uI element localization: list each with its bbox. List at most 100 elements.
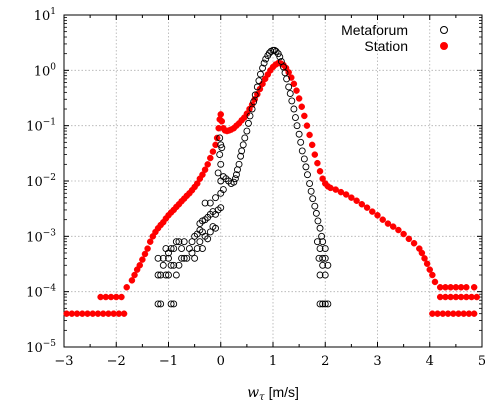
data-point-metaforum [170, 245, 178, 253]
data-point-metaforum [170, 300, 178, 308]
data-point-station [410, 239, 418, 247]
data-point-metaforum [239, 141, 247, 149]
data-point-metaforum [298, 147, 306, 155]
data-point-station [423, 260, 431, 267]
data-point-station [301, 112, 308, 120]
data-point-metaforum [180, 254, 188, 262]
data-point-metaforum [206, 199, 214, 207]
data-point-metaforum [290, 105, 298, 113]
data-point-station [141, 250, 149, 258]
data-point-station [209, 148, 217, 155]
data-point-metaforum [191, 254, 199, 262]
grid-lines [64, 15, 482, 347]
y-tick-base: 10 [26, 175, 43, 190]
data-point-metaforum [159, 254, 167, 262]
data-point-metaforum [244, 119, 252, 127]
data-point-station [463, 284, 470, 291]
x-tick-label: 2 [321, 354, 329, 369]
data-point-station [316, 168, 324, 175]
data-point-metaforum [319, 261, 327, 269]
data-point-metaforum [316, 271, 324, 279]
data-point-station [431, 278, 439, 286]
data-point-metaforum [251, 91, 259, 99]
y-tick-exponent: −5 [43, 339, 57, 349]
legend-label-station: Station [364, 38, 408, 54]
data-point-metaforum [167, 245, 175, 253]
data-point-station [293, 87, 300, 94]
data-point-metaforum [178, 254, 186, 262]
data-point-metaforum [157, 271, 165, 279]
y-tick-label: 101 [34, 7, 56, 24]
data-point-metaforum [201, 199, 209, 207]
data-point-station [426, 266, 433, 273]
x-tick-label: 0 [217, 354, 225, 369]
data-point-metaforum [235, 160, 243, 168]
data-point-station [363, 204, 371, 211]
data-point-metaforum [188, 249, 196, 257]
data-point-metaforum [243, 127, 251, 135]
data-point-station [308, 141, 316, 149]
data-point-metaforum [262, 55, 270, 63]
data-point-metaforum [321, 245, 329, 253]
data-point-metaforum [324, 261, 332, 269]
data-point-metaforum [306, 180, 314, 187]
data-point-metaforum [170, 261, 178, 269]
x-axis-unit: [m/s] [269, 384, 299, 400]
data-point-metaforum [293, 122, 301, 130]
data-point-metaforum [250, 98, 258, 106]
data-point-metaforum [300, 155, 308, 163]
data-point-metaforum [167, 261, 175, 269]
data-point-metaforum [316, 300, 324, 308]
x-tick-label: 4 [426, 354, 434, 369]
data-point-metaforum [319, 254, 327, 262]
data-point-metaforum [172, 271, 180, 279]
data-point-station [389, 223, 397, 230]
y-tick-exponent: −2 [43, 173, 56, 183]
y-tick-exponent: −3 [43, 228, 57, 238]
y-tick-base: 10 [34, 9, 51, 24]
x-tick-label: 1 [269, 354, 277, 369]
data-point-metaforum [321, 300, 329, 308]
x-tick-label: 5 [478, 354, 485, 369]
data-point-station [217, 111, 224, 118]
y-tick-base: 10 [34, 64, 51, 79]
data-point-station [207, 154, 214, 162]
data-point-metaforum [246, 112, 254, 120]
data-point-metaforum [272, 47, 280, 55]
y-tick-base: 10 [26, 286, 43, 301]
data-point-metaforum [307, 187, 315, 195]
data-point-station [353, 197, 360, 204]
data-point-metaforum [292, 114, 299, 122]
data-point-station [298, 103, 305, 110]
data-point-metaforum [218, 144, 226, 152]
y-tick-exponent: −1 [43, 118, 56, 128]
data-point-station [314, 159, 321, 167]
series-station [63, 59, 481, 317]
data-point-metaforum [253, 83, 261, 91]
data-point-station [470, 310, 478, 317]
data-point-metaforum [230, 178, 238, 186]
data-point-metaforum [217, 204, 225, 212]
data-point-metaforum [172, 238, 180, 246]
y-tick-base: 10 [26, 341, 43, 356]
y-tick-label: 10−1 [26, 118, 56, 135]
data-point-metaforum [309, 195, 317, 203]
y-tick-exponent: 0 [50, 62, 56, 72]
data-point-metaforum [167, 300, 175, 308]
data-point-station [395, 226, 402, 234]
data-point-metaforum [154, 254, 162, 262]
data-point-metaforum [162, 271, 170, 279]
data-point-station [212, 141, 219, 149]
data-point-metaforum [316, 245, 324, 253]
data-point-metaforum [212, 194, 219, 202]
data-point-station [123, 284, 130, 291]
data-point-metaforum [286, 90, 294, 98]
data-point-station [118, 293, 125, 301]
y-tick-exponent: −4 [43, 284, 57, 294]
x-tick-label: −1 [159, 354, 178, 369]
data-point-metaforum [324, 300, 332, 308]
data-point-metaforum [241, 134, 249, 142]
data-point-metaforum [257, 70, 264, 78]
